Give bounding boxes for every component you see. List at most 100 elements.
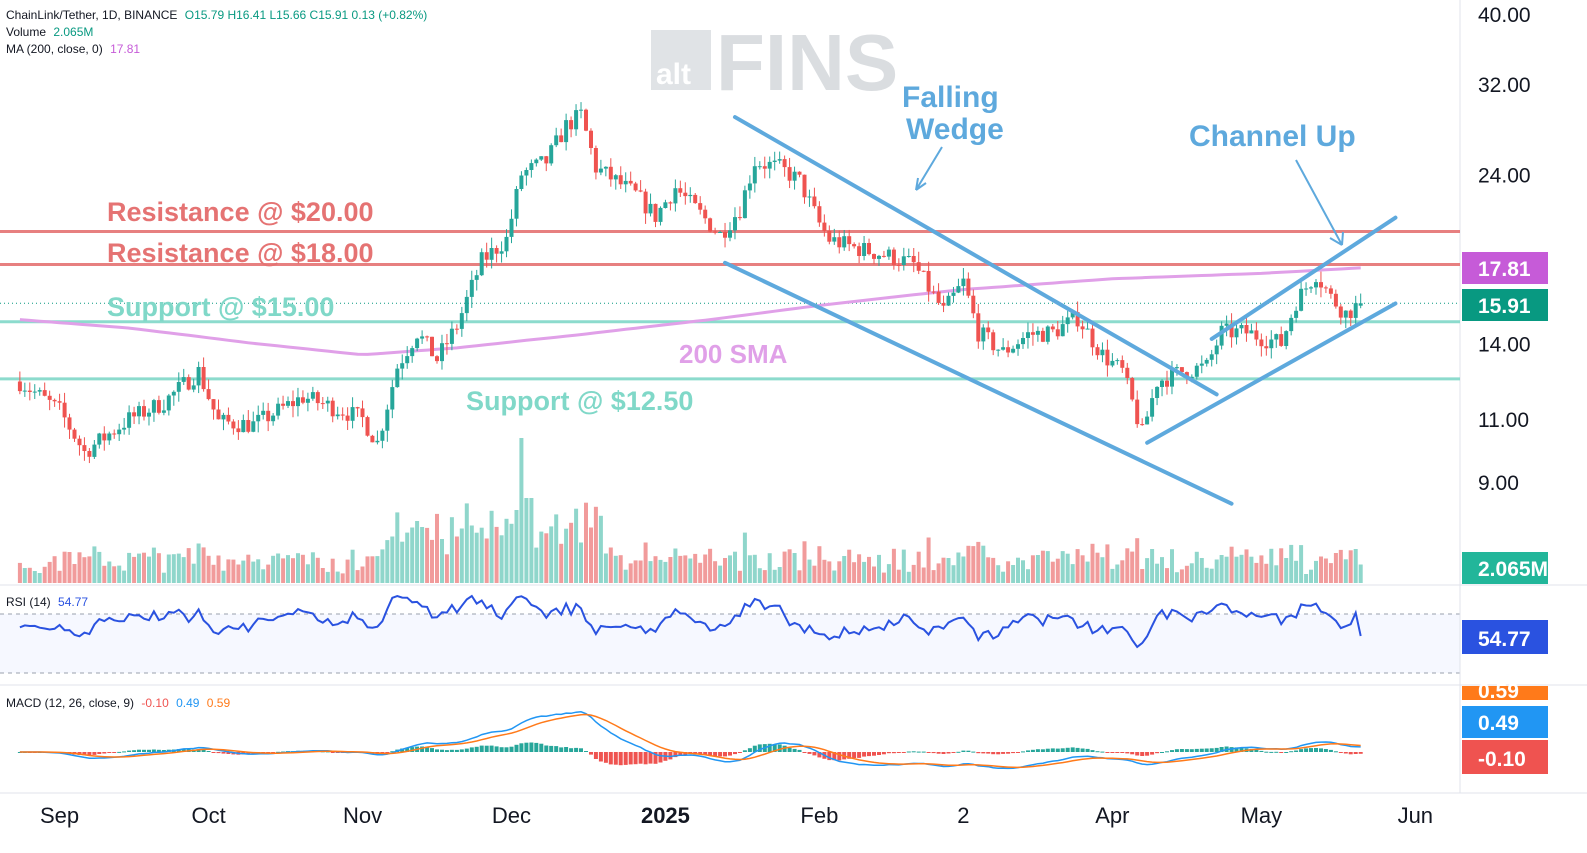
- macd-hist-bar: [216, 752, 221, 754]
- support-125-label: Support @ $12.50: [466, 386, 693, 416]
- candle-body: [325, 400, 330, 404]
- candle-body: [355, 407, 360, 409]
- macd-hist-bar: [529, 742, 534, 752]
- volume-bar: [827, 561, 832, 583]
- last-price-tag: 15.91: [1478, 295, 1531, 318]
- volume-bar: [1209, 568, 1214, 583]
- channel-up-arrow: [1295, 159, 1344, 246]
- macd-hist-bar: [777, 744, 782, 752]
- candle-body: [67, 417, 72, 430]
- candle-body: [589, 130, 593, 148]
- macd-signal-tag-bg: [1462, 686, 1548, 700]
- candle-body: [956, 286, 961, 293]
- macd-hist-bar: [807, 752, 812, 754]
- candle-body: [251, 421, 256, 432]
- volume-bar: [613, 555, 618, 583]
- macd-hist-bar: [911, 751, 916, 753]
- volume-bar: [1120, 560, 1125, 583]
- candle-body: [852, 244, 857, 247]
- volume-legend[interactable]: Volume 2.065M: [6, 25, 93, 39]
- candle-body: [1110, 360, 1115, 366]
- candle-body: [459, 313, 464, 329]
- candle-body: [757, 166, 762, 168]
- macd-hist-legend: -0.10: [141, 696, 169, 710]
- volume-bar: [728, 555, 732, 583]
- macd-hist-bar: [1219, 747, 1224, 752]
- macd-hist-bar: [1189, 749, 1194, 752]
- candle-body: [221, 414, 226, 420]
- rsi-label: RSI (14): [6, 595, 51, 609]
- price-tick-label: 40.00: [1478, 4, 1531, 27]
- macd-hist-bar: [797, 749, 802, 752]
- macd-hist-bar: [926, 752, 931, 753]
- symbol-legend[interactable]: ChainLink/Tether, 1D, BINANCE O15.79 H16…: [6, 8, 427, 22]
- volume-bar: [400, 541, 405, 583]
- candle-body: [549, 145, 554, 164]
- volume-bar: [772, 569, 777, 583]
- volume-bar: [1060, 551, 1065, 583]
- candle-body: [1209, 354, 1214, 360]
- volume-bar: [87, 556, 92, 583]
- volume-bar: [216, 555, 221, 583]
- volume-bar: [777, 567, 782, 583]
- watermark-small-text: alt: [656, 58, 691, 91]
- candle-body: [335, 414, 340, 417]
- macd-hist-bar: [782, 745, 787, 752]
- volume-bar: [986, 557, 991, 583]
- volume-bar: [82, 557, 87, 583]
- candle-body: [1060, 324, 1065, 337]
- price-tick-label: 9.00: [1478, 472, 1519, 495]
- macd-hist-bar: [484, 745, 489, 752]
- candle-body: [97, 433, 102, 445]
- candle-body: [1140, 424, 1145, 426]
- volume-bar: [787, 549, 792, 583]
- macd-legend[interactable]: MACD (12, 26, close, 9) -0.10 0.49 0.59: [6, 696, 230, 710]
- macd-hist-bar: [941, 752, 946, 754]
- candle-body: [693, 194, 698, 204]
- volume-bar: [1353, 549, 1358, 583]
- candle-body: [102, 433, 107, 441]
- volume-bar: [1269, 548, 1274, 583]
- falling-wedge-arrow: [915, 146, 943, 191]
- volume-bar: [1284, 558, 1289, 583]
- rsi-legend[interactable]: RSI (14) 54.77: [6, 595, 88, 609]
- candle-body: [559, 135, 564, 143]
- macd-hist-bar: [981, 752, 986, 754]
- ma-legend[interactable]: MA (200, close, 0) 17.81: [6, 42, 140, 56]
- candle-body: [911, 256, 916, 263]
- candle-body: [1189, 376, 1194, 379]
- candle-body: [375, 440, 380, 443]
- macd-hist-bar: [181, 748, 186, 752]
- candle-body: [444, 343, 449, 345]
- candle-body: [435, 356, 439, 362]
- volume-bar: [1254, 562, 1259, 583]
- volume-bar: [42, 566, 47, 583]
- candle-body: [1125, 367, 1130, 378]
- macd-hist-bar: [519, 743, 524, 752]
- volume-bar: [420, 527, 425, 583]
- candle-body: [822, 222, 827, 231]
- candle-body: [1343, 310, 1348, 318]
- volume-bar: [757, 568, 762, 583]
- candle-body: [867, 243, 871, 255]
- candle-body: [762, 166, 767, 169]
- volume-bar: [425, 527, 430, 583]
- macd-hist-tag: -0.10: [1478, 748, 1526, 771]
- volume-bar: [92, 546, 97, 583]
- macd-hist-bar: [509, 746, 514, 752]
- volume-bar: [305, 564, 310, 583]
- volume-bar: [107, 561, 112, 583]
- macd-hist-bar: [718, 752, 723, 757]
- ma-price-tag-bg: [1462, 252, 1548, 284]
- macd-hist-bar: [867, 752, 871, 757]
- rsi-line: [19, 594, 1362, 649]
- macd-hist-bar: [593, 752, 598, 759]
- macd-hist-bar: [385, 752, 390, 753]
- macd-hist-bar: [1343, 752, 1348, 754]
- volume-bar: [1045, 551, 1050, 583]
- candle-body: [1090, 328, 1095, 348]
- volume-bar: [1140, 569, 1145, 583]
- candle-body: [792, 171, 797, 181]
- macd-hist-bar: [1050, 748, 1055, 752]
